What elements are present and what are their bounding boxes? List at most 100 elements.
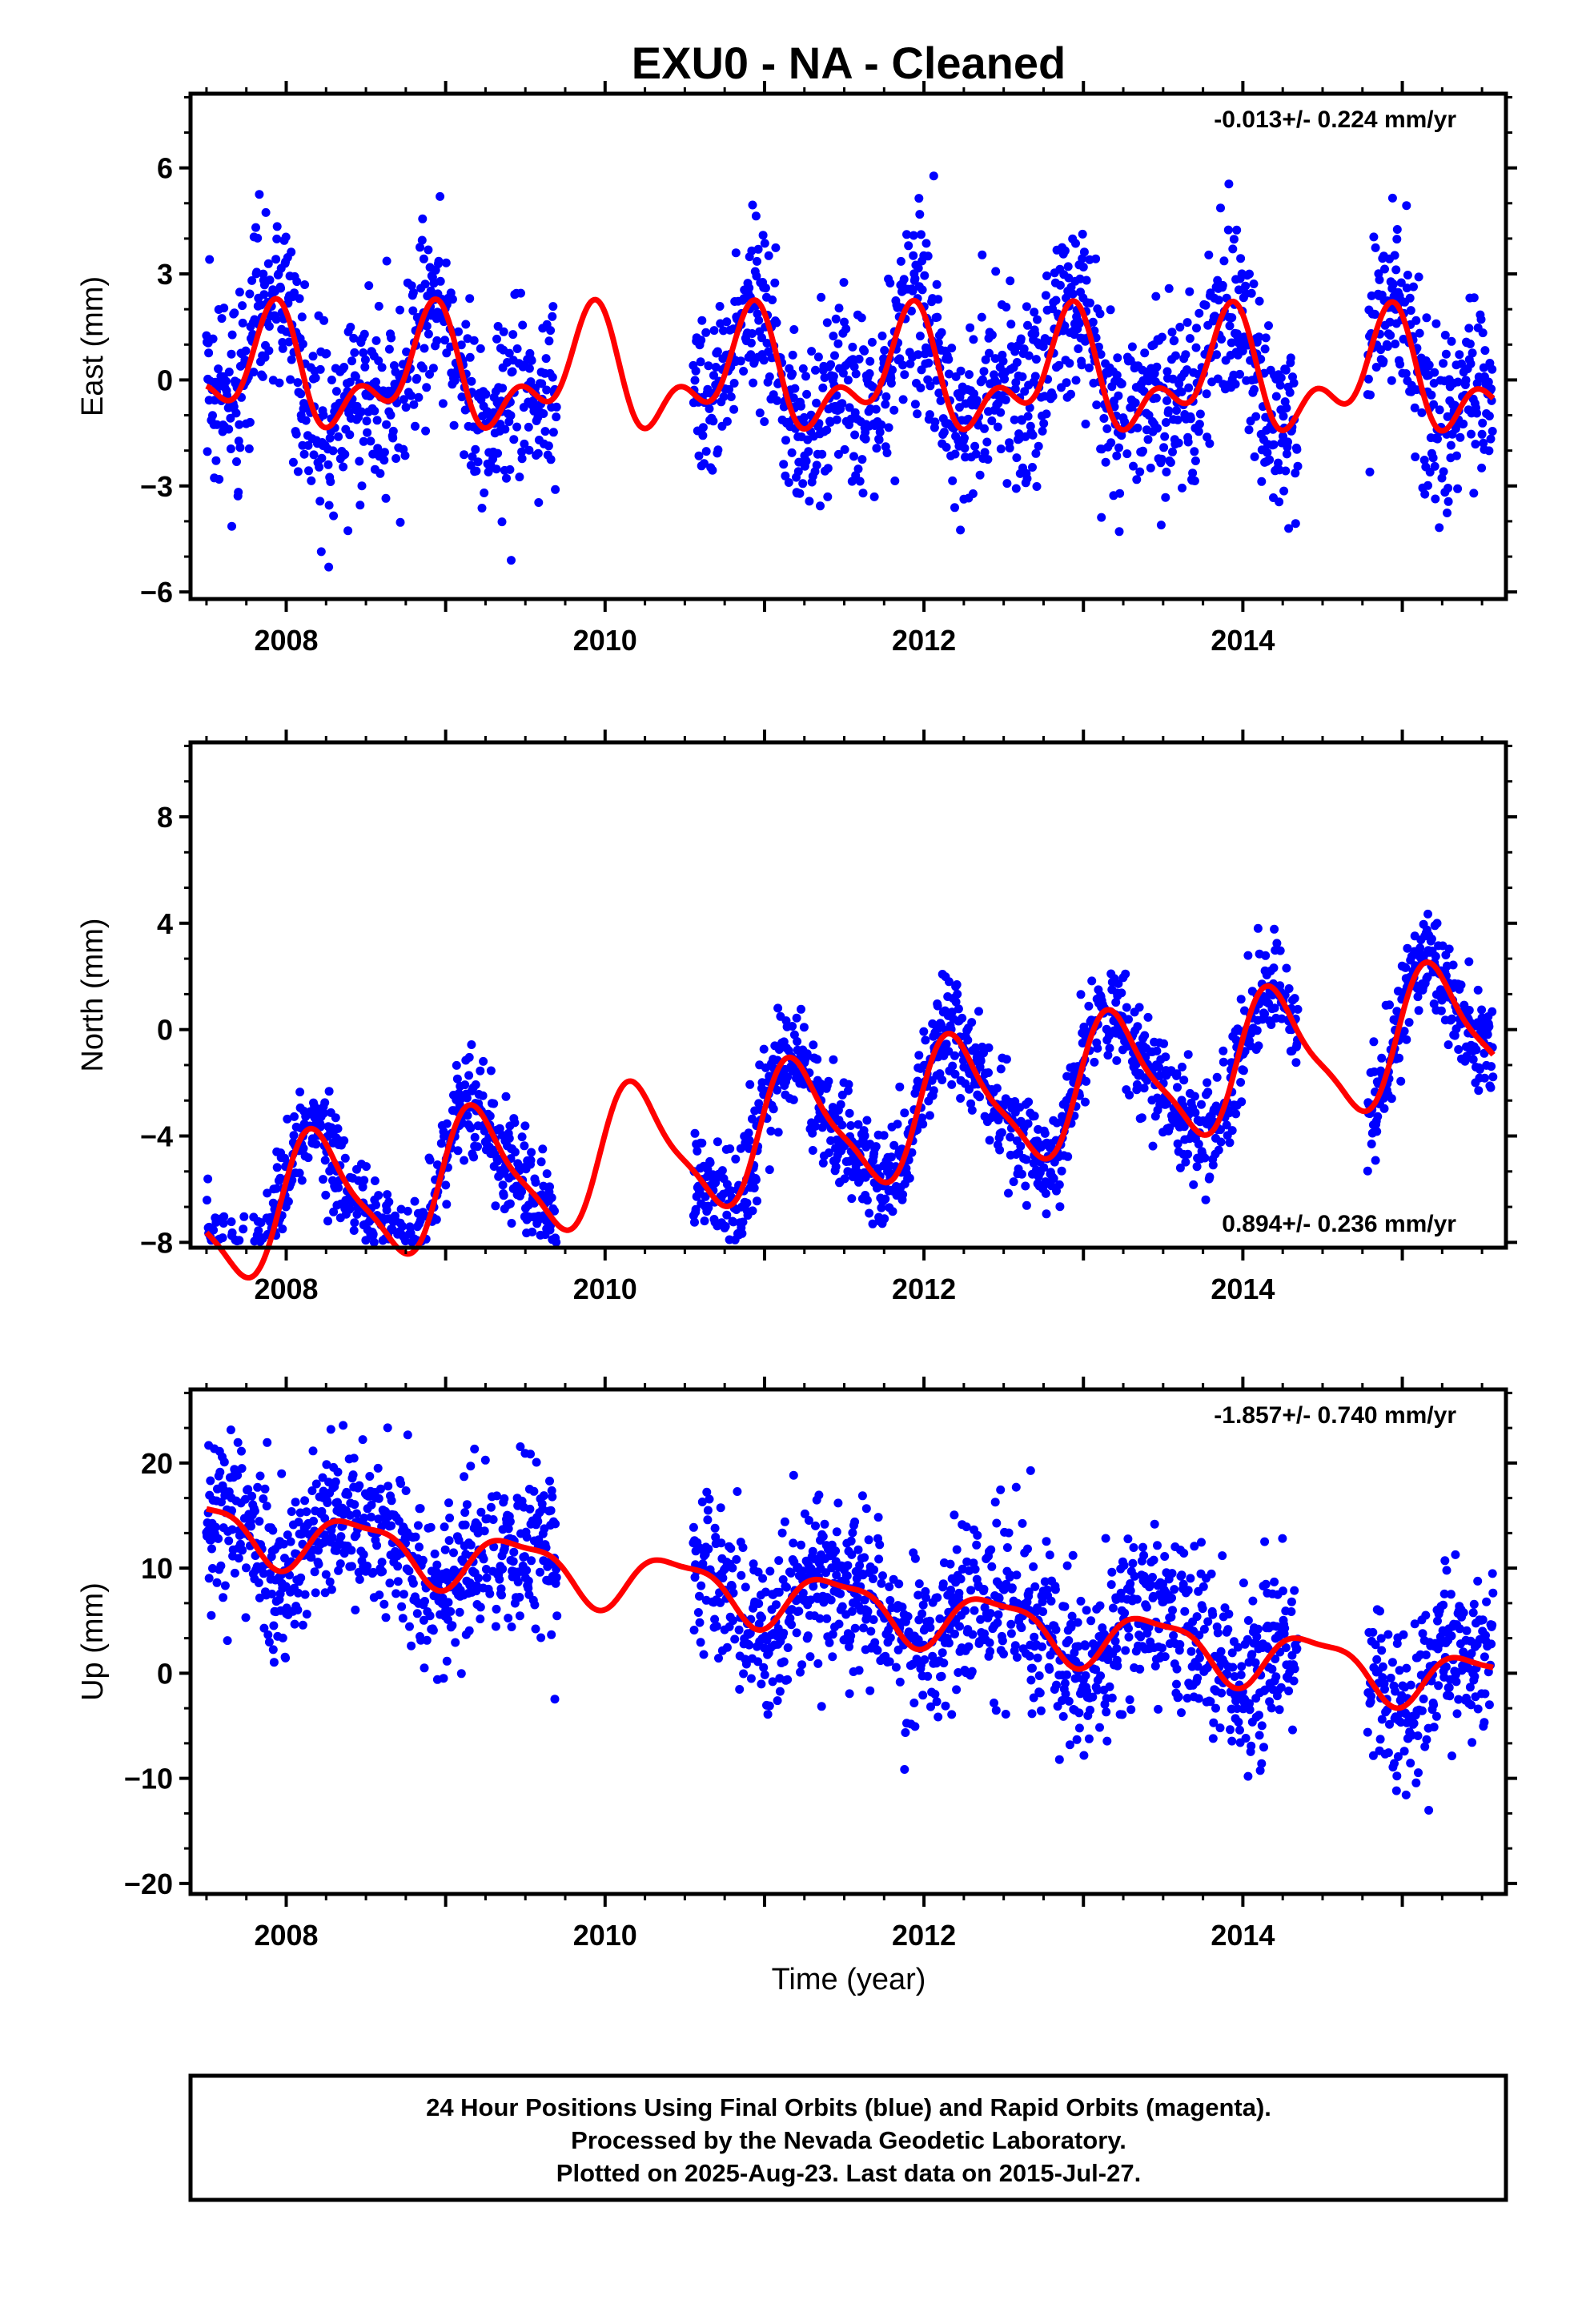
data-point bbox=[1087, 976, 1097, 986]
data-point bbox=[1405, 293, 1415, 303]
data-point bbox=[1447, 336, 1456, 346]
data-point bbox=[247, 1522, 255, 1531]
data-point bbox=[383, 1482, 393, 1491]
data-point bbox=[1011, 484, 1021, 493]
data-point bbox=[283, 1196, 293, 1206]
data-point bbox=[365, 1472, 375, 1481]
data-point bbox=[1170, 351, 1180, 360]
data-point bbox=[826, 360, 836, 369]
data-point bbox=[297, 1176, 307, 1185]
data-point bbox=[234, 488, 243, 497]
data-point bbox=[539, 1491, 548, 1501]
data-point bbox=[978, 375, 987, 384]
data-point bbox=[697, 336, 706, 345]
data-point bbox=[709, 371, 718, 380]
data-point bbox=[849, 362, 859, 372]
data-point bbox=[500, 1494, 509, 1503]
data-point bbox=[972, 396, 982, 405]
data-point bbox=[451, 1638, 460, 1647]
data-point bbox=[749, 378, 758, 388]
data-point bbox=[921, 1035, 930, 1045]
data-point bbox=[1023, 320, 1032, 330]
data-point bbox=[829, 332, 838, 341]
data-point bbox=[1139, 387, 1149, 396]
data-point bbox=[217, 314, 227, 324]
data-point bbox=[1443, 484, 1453, 493]
data-point bbox=[846, 1631, 856, 1641]
data-point bbox=[1022, 474, 1032, 484]
data-point bbox=[771, 243, 781, 252]
data-point bbox=[442, 1119, 452, 1128]
data-point bbox=[869, 382, 877, 392]
data-point bbox=[1231, 380, 1240, 389]
data-point bbox=[515, 472, 524, 482]
data-point bbox=[348, 1470, 358, 1480]
data-point bbox=[488, 1515, 498, 1524]
data-point bbox=[1201, 300, 1211, 310]
data-point bbox=[548, 1492, 557, 1502]
data-point bbox=[1380, 264, 1389, 274]
data-point bbox=[1431, 951, 1440, 961]
data-point bbox=[975, 1092, 984, 1102]
data-point bbox=[1435, 523, 1444, 533]
data-point bbox=[1402, 201, 1411, 211]
data-point bbox=[937, 328, 946, 337]
data-point bbox=[1192, 324, 1201, 333]
data-point bbox=[798, 479, 808, 489]
data-point bbox=[347, 1546, 356, 1555]
data-point bbox=[505, 1517, 515, 1526]
data-point bbox=[1030, 329, 1040, 339]
data-point bbox=[947, 1080, 957, 1089]
data-point bbox=[407, 391, 416, 400]
data-point bbox=[1373, 1112, 1383, 1121]
data-point bbox=[811, 365, 820, 375]
data-point bbox=[492, 464, 501, 474]
data-point bbox=[874, 435, 884, 444]
data-point bbox=[971, 449, 981, 459]
data-point bbox=[1041, 1188, 1050, 1198]
data-point bbox=[219, 304, 229, 313]
data-point bbox=[712, 1622, 721, 1631]
data-point bbox=[782, 1582, 791, 1592]
data-point bbox=[1186, 414, 1195, 424]
data-point bbox=[371, 1200, 380, 1210]
data-point bbox=[1096, 350, 1106, 359]
data-point bbox=[705, 1158, 715, 1168]
data-point bbox=[227, 349, 236, 359]
data-point bbox=[230, 308, 239, 318]
data-point bbox=[953, 989, 962, 999]
data-point bbox=[267, 1590, 277, 1598]
data-point bbox=[219, 1212, 229, 1221]
data-point bbox=[713, 1137, 722, 1147]
data-point bbox=[725, 384, 734, 394]
data-point bbox=[208, 411, 217, 420]
data-point bbox=[322, 349, 331, 358]
data-point bbox=[770, 278, 780, 287]
data-point bbox=[948, 1061, 958, 1071]
data-point bbox=[846, 1536, 856, 1546]
data-point bbox=[500, 424, 510, 434]
data-point bbox=[843, 1561, 853, 1570]
data-point bbox=[222, 376, 231, 386]
data-point bbox=[1135, 467, 1145, 476]
data-point bbox=[1054, 360, 1064, 370]
data-point bbox=[1486, 434, 1496, 444]
data-point bbox=[709, 416, 718, 426]
data-point bbox=[792, 1013, 801, 1023]
y-tick-label: 3 bbox=[157, 258, 173, 291]
data-point bbox=[1402, 283, 1411, 293]
data-point bbox=[1038, 426, 1047, 436]
data-point bbox=[951, 372, 961, 381]
east-rate-label: -0.013+/- 0.224 mm/yr bbox=[1214, 107, 1456, 133]
data-point bbox=[845, 1689, 854, 1699]
data-point bbox=[1214, 1145, 1223, 1155]
data-point bbox=[694, 451, 704, 460]
data-point bbox=[860, 1131, 869, 1140]
data-point bbox=[832, 1527, 841, 1537]
data-point bbox=[925, 1111, 934, 1120]
data-point bbox=[460, 1508, 470, 1518]
data-point bbox=[315, 497, 325, 506]
data-point bbox=[360, 362, 370, 372]
data-point bbox=[1484, 1022, 1494, 1031]
